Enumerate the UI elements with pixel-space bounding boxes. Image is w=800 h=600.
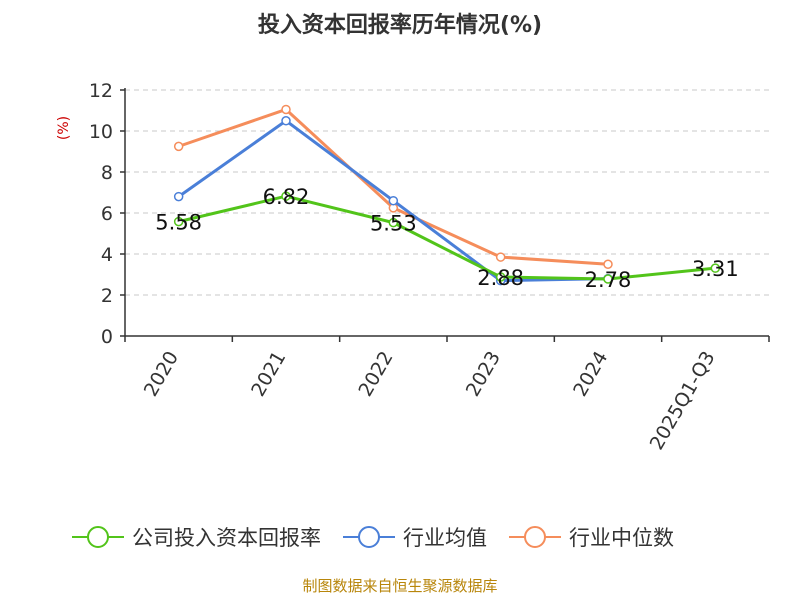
series-line	[178, 107, 609, 266]
x-tick-label: 2023	[462, 347, 505, 400]
y-tick-label: 6	[101, 203, 113, 225]
data-label: 6.82	[263, 185, 310, 209]
y-tick-label: 0	[101, 326, 113, 348]
legend-label: 行业中位数	[569, 526, 674, 550]
y-tick-label: 4	[101, 244, 113, 266]
data-point	[173, 216, 184, 227]
y-tick-label: 10	[89, 121, 113, 143]
data-point	[495, 252, 506, 262]
data-point	[388, 195, 399, 206]
data-point	[603, 274, 613, 284]
data-point	[281, 104, 291, 115]
legend-marker	[358, 526, 380, 548]
legend-marker	[87, 526, 109, 548]
data-point	[173, 141, 184, 152]
legend-label: 行业均值	[403, 526, 487, 550]
data-label: 5.53	[370, 212, 417, 236]
data-point	[710, 263, 721, 273]
x-tick-label: 2024	[569, 348, 612, 401]
legend-marker	[524, 526, 546, 548]
y-tick-label: 12	[89, 80, 113, 102]
grid-lines	[125, 89, 769, 296]
data-point	[495, 272, 506, 282]
legend: 公司投入资本回报率 行业均值 行业中位数	[72, 526, 674, 550]
legend-label: 公司投入资本回报率	[132, 526, 321, 550]
series-line	[178, 194, 716, 281]
data-point	[603, 259, 613, 269]
data-label: 5.58	[155, 211, 202, 235]
y-axis-label: (%)	[56, 116, 72, 140]
x-tick-label: 2021	[247, 348, 290, 401]
source-note: 制图数据来自恒生聚源数据库	[302, 577, 497, 595]
chart-title: 投入资本回报率历年情况(%)	[258, 12, 542, 38]
data-label: 3.31	[692, 257, 739, 281]
x-tick-label: 2022	[354, 348, 397, 401]
data-labels: 5.58 6.82 5.53 2.88 2.78 3.31	[155, 185, 738, 292]
data-point	[173, 191, 184, 202]
axes: 0 2 4 6 8 10 12 2020 2021 2022 2023 2024 2025Q1-Q3	[89, 80, 770, 454]
y-tick-label: 2	[101, 285, 113, 307]
series-lines	[173, 104, 721, 286]
data-label: 2.78	[585, 268, 632, 292]
y-tick-label: 8	[101, 162, 113, 184]
data-point	[388, 217, 399, 228]
x-tick-label: 2020	[140, 348, 183, 401]
data-point	[281, 116, 291, 126]
x-tick-label: 2025Q1-Q3	[646, 348, 720, 454]
data-point	[281, 191, 291, 201]
data-label: 2.88	[477, 266, 524, 290]
